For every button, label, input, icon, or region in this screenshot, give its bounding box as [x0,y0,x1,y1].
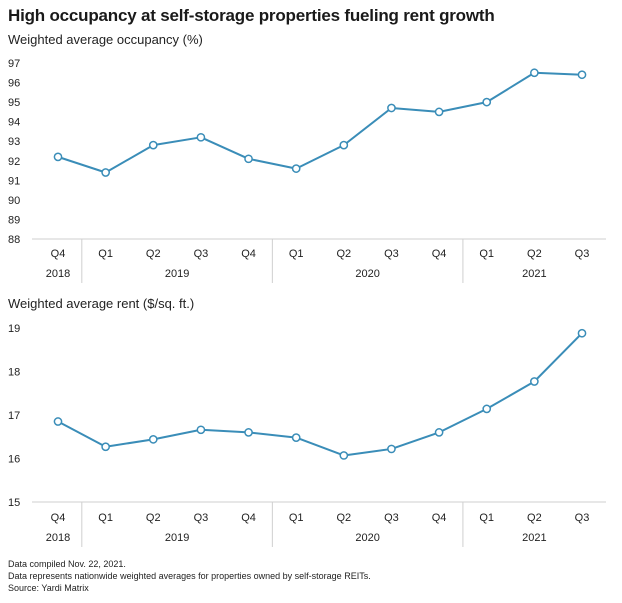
occupancy-y-tick-label: 96 [8,78,20,90]
occupancy-x-tick-label: Q2 [146,248,161,260]
rent-data-point [244,428,253,437]
rent-x-tick-label: Q4 [432,512,447,524]
rent-x-tick-label: Q3 [194,512,209,524]
occupancy-data-point [530,68,539,78]
rent-data-point [101,442,110,452]
rent-x-tick-label: Q1 [289,512,304,524]
occupancy-y-tick-label: 89 [8,214,20,226]
occupancy-y-tick-label: 90 [8,195,20,207]
rent-year-label: 2019 [165,532,189,544]
occupancy-data-point [291,164,301,173]
rent-y-tick-label: 18 [8,367,20,379]
occupancy-year-label: 2020 [355,268,379,280]
occupancy-x-tick-label: Q1 [479,248,494,260]
occupancy-data-point [577,70,587,80]
rent-y-tick-label: 17 [8,410,20,422]
rent-x-tick-label: Q1 [98,512,113,524]
rent-data-point [482,404,492,414]
occupancy-x-tick-label: Q2 [336,248,351,260]
occupancy-x-tick-label: Q3 [384,248,399,260]
occupancy-y-tick-label: 92 [8,156,20,168]
occupancy-y-tick-label: 93 [8,136,20,148]
rent-year-label: 2021 [522,532,546,544]
occupancy-year-label: 2021 [522,268,546,280]
occupancy-data-point [101,168,110,177]
rent-x-tick-label: Q2 [336,512,351,524]
note-date: Data compiled Nov. 22, 2021. [8,559,126,569]
rent-x-tick-label: Q2 [527,512,542,524]
occupancy-data-point [148,140,158,150]
occupancy-x-tick-label: Q3 [575,248,590,260]
occupancy-data-point [387,103,396,113]
occupancy-data-point [244,154,253,164]
occupancy-data-point [482,97,492,107]
occupancy-data-point [339,140,349,150]
occupancy-x-tick-label: Q1 [289,248,304,260]
rent-data-point [148,435,158,444]
occupancy-y-tick-label: 91 [8,175,20,187]
rent-year-label: 2020 [355,532,379,544]
occupancy-year-label: 2019 [165,268,189,280]
rent-y-tick-label: 15 [8,497,20,509]
rent-x-tick-label: Q2 [146,512,161,524]
rent-data-point [339,451,349,460]
rent-data-point [291,433,301,442]
rent-data-point [577,328,587,338]
rent-data-point [434,428,444,437]
rent-year-label: 2018 [46,532,70,544]
rent-x-tick-label: Q3 [384,512,399,524]
occupancy-year-label: 2018 [46,268,70,280]
rent-x-tick-label: Q3 [575,512,590,524]
occupancy-x-tick-label: Q2 [527,248,542,260]
rent-data-point [530,377,539,386]
occupancy-data-point [196,132,206,142]
occupancy-data-point [53,152,63,162]
occupancy-x-tick-label: Q4 [241,248,256,260]
rent-x-tick-label: Q1 [479,512,494,524]
rent-data-point [196,425,206,435]
occupancy-x-tick-label: Q3 [194,248,209,260]
occupancy-chart-subtitle: Weighted average occupancy (%) [8,32,203,47]
footnotes: Data compiled Nov. 22, 2021. Data repres… [8,558,371,594]
note-source: Source: Yardi Matrix [8,583,89,593]
occupancy-x-tick-label: Q4 [432,248,447,260]
occupancy-data-point [434,107,444,117]
occupancy-y-tick-label: 97 [8,58,20,70]
chart-title: High occupancy at self-storage propertie… [8,6,495,25]
rent-series-line [57,332,583,457]
note-description: Data represents nationwide weighted aver… [8,571,371,581]
rent-y-tick-label: 16 [8,454,20,466]
rent-y-tick-label: 19 [8,323,20,335]
rent-x-tick-label: Q4 [241,512,256,524]
rent-data-point [53,417,63,426]
occupancy-y-tick-label: 95 [8,97,20,109]
occupancy-y-tick-label: 94 [8,117,20,129]
rent-x-tick-label: Q4 [51,512,66,524]
occupancy-x-tick-label: Q1 [98,248,113,260]
occupancy-series-line [57,71,583,174]
occupancy-y-tick-label: 88 [8,234,20,246]
rent-data-point [387,444,396,454]
occupancy-x-tick-label: Q4 [51,248,66,260]
rent-chart-subtitle: Weighted average rent ($/sq. ft.) [8,296,195,311]
